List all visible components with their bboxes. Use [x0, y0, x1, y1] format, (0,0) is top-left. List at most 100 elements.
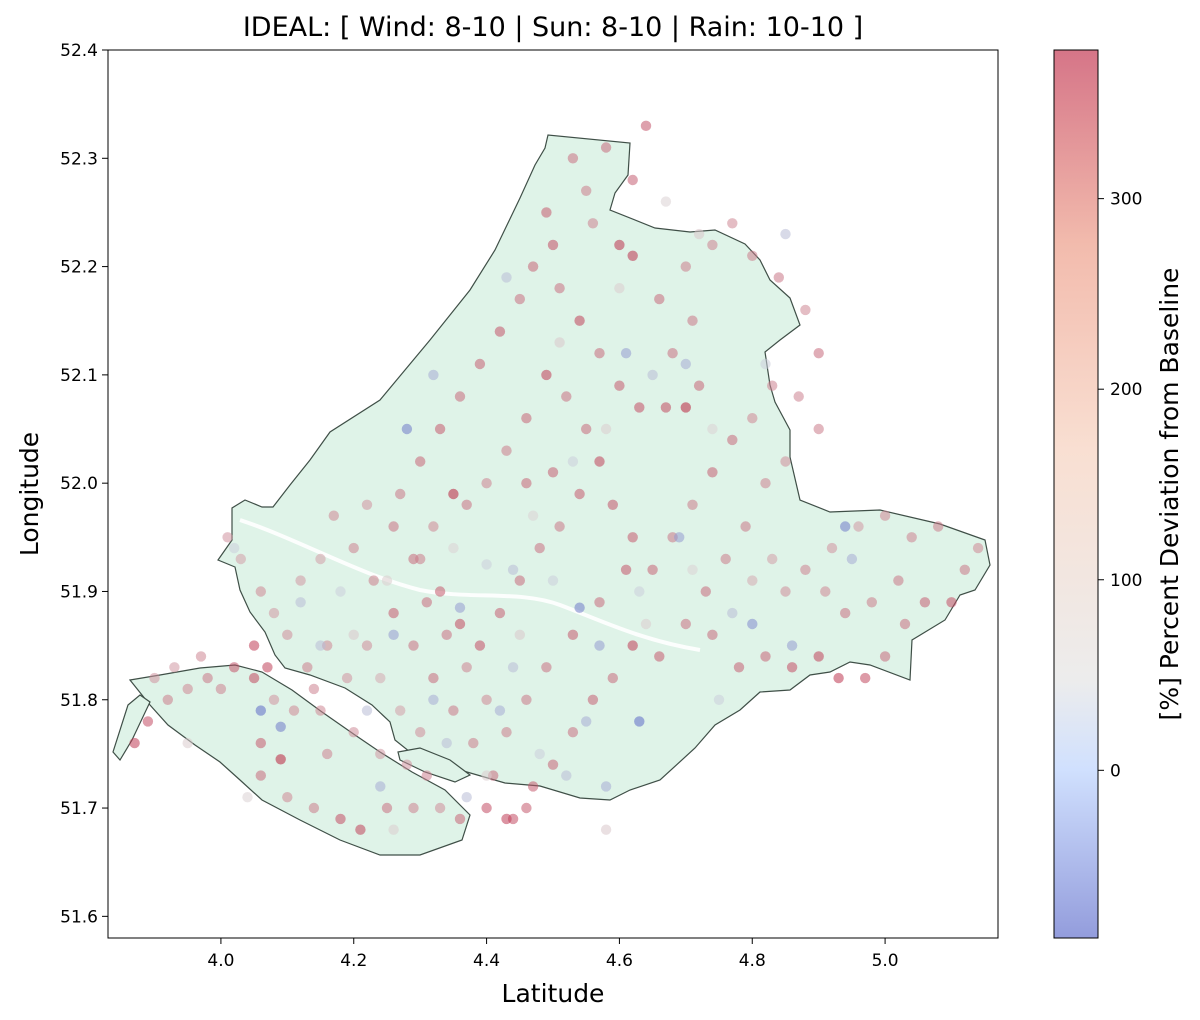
scatter-point-170: [481, 802, 492, 814]
scatter-point-98: [813, 651, 824, 662]
scatter-point-166: [381, 802, 393, 814]
colorbar-tick-label: 100: [1110, 571, 1142, 591]
scatter-point-47: [587, 694, 599, 705]
scatter-point-231: [348, 629, 359, 640]
scatter-point-238: [640, 618, 652, 630]
scatter-point-60: [328, 510, 339, 521]
scatter-point-34: [800, 304, 811, 316]
scatter-point-99: [833, 672, 844, 684]
scatter-point-10: [567, 153, 579, 164]
scatter-point-168: [434, 802, 446, 814]
scatter-point-48: [567, 727, 579, 738]
scatter-point-193: [674, 532, 685, 543]
scatter-point-145: [308, 683, 320, 695]
scatter-point-191: [574, 602, 585, 613]
scatter-point-55: [428, 672, 439, 684]
scatter-point-83: [521, 478, 532, 489]
scatter-point-190: [594, 640, 605, 651]
scatter-point-216: [461, 792, 472, 803]
scatter-point-84: [547, 467, 559, 478]
scatter-point-236: [481, 770, 492, 781]
scatter-point-188: [581, 716, 592, 727]
scatter-point-197: [846, 553, 858, 565]
scatter-point-29: [680, 261, 691, 272]
scatter-point-20: [594, 348, 605, 359]
scatter-point-25: [693, 380, 705, 391]
x-tick-label: 5.0: [872, 951, 899, 971]
scatter-point-172: [521, 802, 532, 814]
scatter-point-221: [481, 559, 492, 570]
scatter-point-78: [481, 478, 492, 489]
scatter-point-225: [554, 337, 565, 348]
scatter-point-36: [793, 391, 804, 402]
scatter-point-57: [388, 607, 399, 619]
x-axis-ticks: 4.0 4.2 4.4 4.6 4.8 5.0: [207, 938, 899, 971]
scatter-point-128: [441, 629, 452, 640]
scatter-point-165: [355, 824, 366, 835]
scatter-point-22: [634, 402, 645, 413]
scatter-points: [129, 120, 984, 835]
scatter-point-214: [361, 705, 373, 716]
scatter-point-122: [567, 629, 579, 640]
scatter-point-134: [282, 629, 293, 640]
scatter-point-203: [428, 369, 439, 381]
scatter-point-174: [348, 727, 359, 738]
scatter-point-19: [574, 315, 585, 326]
scatter-point-38: [780, 456, 791, 467]
y-tick-label: 51.6: [60, 907, 98, 927]
scatter-point-3: [514, 293, 525, 305]
scatter-point-97: [786, 662, 798, 673]
scatter-point-202: [401, 423, 413, 435]
x-axis-label: Latitude: [502, 979, 605, 1008]
scatter-point-200: [547, 575, 559, 586]
scatter-point-212: [295, 597, 306, 608]
scatter-point-68: [514, 575, 525, 586]
x-tick-label: 4.0: [207, 951, 234, 971]
scatter-point-32: [747, 250, 758, 261]
scatter-point-2: [527, 261, 539, 272]
scatter-point-226: [614, 283, 625, 294]
scatter-point-1: [547, 239, 559, 251]
scatter-point-53: [468, 737, 479, 749]
scatter-point-195: [747, 618, 758, 630]
scatter-point-13: [640, 120, 652, 131]
scatter-point-164: [335, 813, 346, 825]
y-tick-label: 51.8: [60, 691, 98, 711]
colorbar-tick-label: 300: [1110, 190, 1142, 210]
scatter-point-5: [474, 358, 486, 370]
x-tick-label: 4.2: [340, 951, 367, 971]
scatter-point-93: [767, 380, 778, 391]
scatter-point-119: [820, 586, 831, 597]
scatter-point-102: [899, 618, 911, 630]
scatter-point-123: [541, 662, 552, 673]
scatter-point-208: [567, 456, 579, 467]
scatter-point-163: [308, 802, 320, 814]
scatter-point-144: [395, 705, 406, 716]
scatter-point-66: [474, 640, 486, 651]
y-tick-label: 52.0: [60, 474, 98, 494]
colorbar-label: [%] Percent Deviation from Baseline: [1155, 268, 1184, 721]
scatter-point-127: [461, 662, 472, 673]
scatter-point-183: [388, 629, 399, 640]
scatter-point-133: [302, 662, 313, 673]
scatter-point-230: [381, 575, 393, 586]
colorbar: [1054, 50, 1098, 938]
scatter-point-180: [275, 721, 286, 732]
scatter-point-15: [627, 250, 638, 261]
scatter-point-112: [800, 564, 811, 575]
scatter-point-167: [408, 802, 419, 814]
scatter-point-87: [647, 564, 658, 575]
scatter-point-61: [361, 499, 373, 510]
scatter-point-213: [335, 586, 346, 597]
y-axis-label: Longitude: [15, 432, 44, 556]
scatter-point-110: [853, 521, 864, 532]
scatter-point-149: [229, 662, 240, 673]
scatter-point-89: [687, 499, 698, 510]
scatter-point-233: [242, 792, 253, 803]
scatter-point-222: [527, 510, 539, 521]
scatter-point-141: [295, 575, 306, 586]
scatter-point-14: [614, 239, 625, 251]
scatter-point-8: [415, 456, 426, 467]
colorbar-tick-label: 0: [1110, 761, 1121, 781]
